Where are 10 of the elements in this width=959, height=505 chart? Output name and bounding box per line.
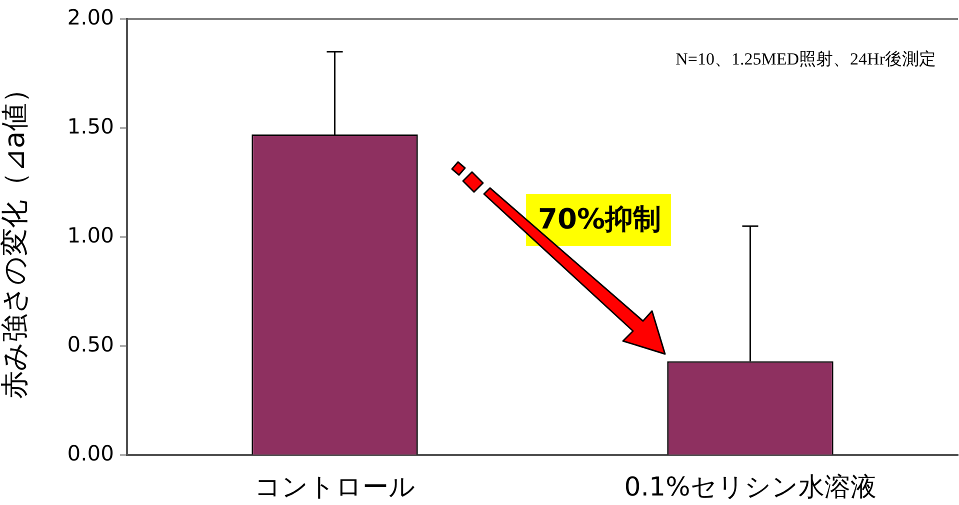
y-axis-title: 赤み強さの変化（⊿a値） — [0, 75, 32, 399]
y-tick-label: 2.00 — [67, 5, 114, 30]
annotation: N=10、1.25MED照射、24Hr後測定 — [676, 49, 936, 68]
x-tick-label: コントロール — [254, 472, 416, 502]
y-tick-label: 1.50 — [67, 114, 114, 138]
y-tick-label: 1.00 — [67, 223, 114, 248]
y-tick-label: 0.00 — [67, 441, 114, 466]
annotation: 70%抑制 — [538, 202, 662, 236]
y-tick-label: 0.50 — [67, 332, 114, 356]
x-tick-label: 0.1%セリシン水溶液 — [624, 472, 876, 502]
